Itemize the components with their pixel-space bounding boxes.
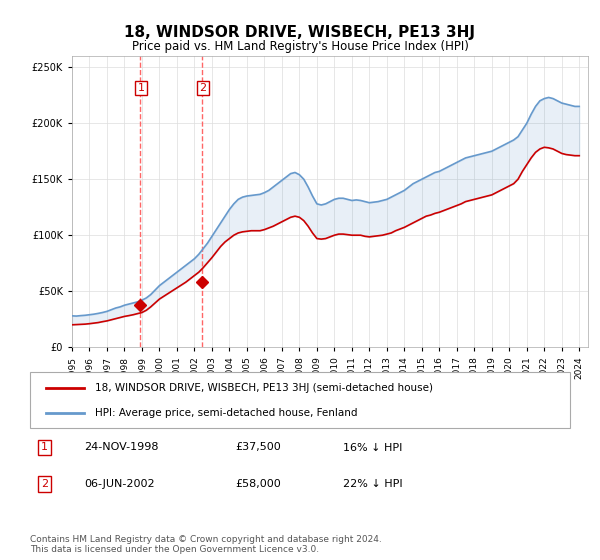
FancyBboxPatch shape [30, 372, 570, 428]
Text: 18, WINDSOR DRIVE, WISBECH, PE13 3HJ: 18, WINDSOR DRIVE, WISBECH, PE13 3HJ [125, 25, 476, 40]
Text: HPI: Average price, semi-detached house, Fenland: HPI: Average price, semi-detached house,… [95, 408, 358, 418]
Text: 06-JUN-2002: 06-JUN-2002 [84, 479, 155, 489]
Text: 1: 1 [137, 83, 145, 93]
Text: 22% ↓ HPI: 22% ↓ HPI [343, 479, 403, 489]
Text: 18, WINDSOR DRIVE, WISBECH, PE13 3HJ (semi-detached house): 18, WINDSOR DRIVE, WISBECH, PE13 3HJ (se… [95, 383, 433, 393]
Text: 2: 2 [200, 83, 206, 93]
Text: £58,000: £58,000 [235, 479, 281, 489]
Text: 24-NOV-1998: 24-NOV-1998 [84, 442, 158, 452]
Text: 2: 2 [41, 479, 48, 489]
Text: 16% ↓ HPI: 16% ↓ HPI [343, 442, 403, 452]
Text: 1: 1 [41, 442, 48, 452]
Text: £37,500: £37,500 [235, 442, 281, 452]
Text: Price paid vs. HM Land Registry's House Price Index (HPI): Price paid vs. HM Land Registry's House … [131, 40, 469, 53]
Text: Contains HM Land Registry data © Crown copyright and database right 2024.
This d: Contains HM Land Registry data © Crown c… [30, 535, 382, 554]
